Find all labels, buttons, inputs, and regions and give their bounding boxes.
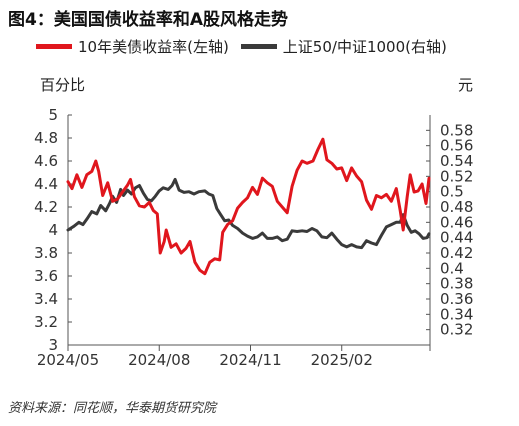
left-y-tick-label: 3.6 bbox=[34, 267, 58, 285]
left-y-tick-label: 4.6 bbox=[34, 152, 58, 170]
right-axis-unit-label: 元 bbox=[458, 76, 474, 94]
series-line-sse50-csi1000-ratio bbox=[66, 177, 431, 250]
x-tick-label: 2025/02 bbox=[311, 351, 373, 369]
source-note: 资料来源：同花顺，华泰期货研究院 bbox=[8, 401, 217, 416]
x-tick-label: 2024/05 bbox=[37, 351, 99, 369]
legend-swatch-ratio bbox=[240, 43, 277, 49]
left-y-tick-label: 3.4 bbox=[34, 290, 58, 308]
right-y-tick-label: 0.54 bbox=[440, 152, 473, 170]
left-y-tick-label: 3.8 bbox=[34, 244, 58, 262]
right-y-tick-label: 0.36 bbox=[440, 290, 473, 308]
left-y-tick-label: 4.4 bbox=[34, 175, 58, 193]
left-y-tick-label: 4.8 bbox=[34, 129, 58, 147]
right-y-tick-label: 0.42 bbox=[440, 244, 473, 262]
series-line-us10y-yield bbox=[66, 137, 431, 276]
left-y-tick-label: 4 bbox=[48, 221, 58, 239]
right-y-tick-label: 0.46 bbox=[440, 213, 473, 231]
right-y-tick-label: 0.34 bbox=[440, 305, 473, 323]
legend-item-yield: 10年美债收益率(左轴) bbox=[36, 36, 229, 57]
right-y-tick-label: 0.58 bbox=[440, 121, 473, 139]
right-y-tick-label: 0.44 bbox=[440, 229, 473, 247]
chart-legend: 10年美债收益率(左轴) 上证50/中证1000(右轴) bbox=[36, 34, 459, 58]
right-y-tick-label: 0.4 bbox=[440, 259, 464, 277]
x-tick-label: 2024/11 bbox=[219, 351, 281, 369]
left-y-tick-label: 5 bbox=[48, 106, 58, 124]
left-axis-unit-label: 百分比 bbox=[40, 76, 86, 94]
left-y-tick-label: 3 bbox=[48, 336, 58, 354]
chart-title: 图4：美国国债收益率和A股风格走势 bbox=[8, 10, 288, 30]
legend-label-ratio: 上证50/中证1000(右轴) bbox=[282, 37, 447, 56]
left-y-tick-label: 3.2 bbox=[34, 313, 58, 331]
right-y-tick-label: 0.38 bbox=[440, 275, 473, 293]
legend-item-ratio: 上证50/中证1000(右轴) bbox=[240, 36, 447, 57]
right-y-tick-label: 0.5 bbox=[440, 183, 464, 201]
right-y-tick-label: 0.56 bbox=[440, 137, 473, 155]
right-y-tick-label: 0.48 bbox=[440, 198, 473, 216]
right-y-tick-label: 0.52 bbox=[440, 167, 473, 185]
legend-swatch-yield bbox=[36, 43, 72, 49]
left-y-tick-label: 4.2 bbox=[34, 198, 58, 216]
x-tick-label: 2024/08 bbox=[128, 351, 190, 369]
right-y-tick-label: 0.32 bbox=[440, 321, 473, 339]
line-chart: 33.23.43.63.844.24.44.64.850.320.340.360… bbox=[34, 106, 473, 369]
legend-label-yield: 10年美债收益率(左轴) bbox=[78, 37, 229, 56]
